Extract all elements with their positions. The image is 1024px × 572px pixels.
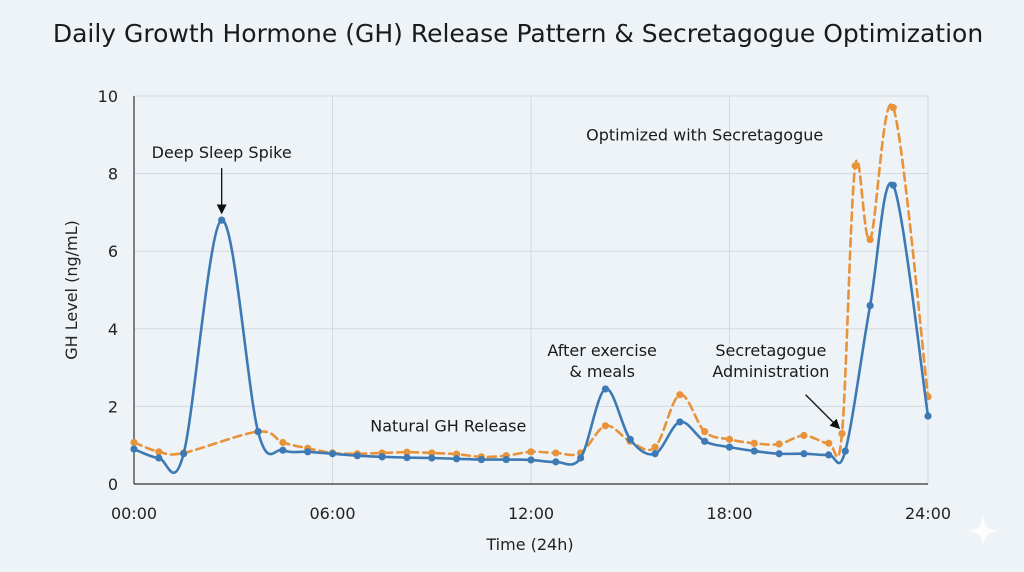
data-point <box>155 454 163 462</box>
chart-title: Daily Growth Hormone (GH) Release Patter… <box>53 19 983 48</box>
x-tick-label: 06:00 <box>309 504 355 523</box>
series-natural-gh-release <box>130 181 932 474</box>
data-point <box>254 428 262 436</box>
data-point <box>750 447 758 455</box>
data-point <box>502 455 510 464</box>
x-tick-label: 18:00 <box>706 504 752 523</box>
data-point <box>328 450 337 458</box>
x-tick-label: 24:00 <box>905 504 951 523</box>
y-tick-label: 4 <box>108 320 118 339</box>
y-tick-label: 2 <box>108 397 118 416</box>
tick-labels: 0 2 4 6 8 10 00:00 06:00 12:00 18:00 24:00 <box>98 87 951 523</box>
data-point <box>889 104 897 112</box>
data-point <box>527 448 535 456</box>
x-tick-label: 12:00 <box>508 504 554 523</box>
y-tick-label: 10 <box>98 87 118 106</box>
data-point <box>378 453 386 461</box>
data-point <box>155 448 163 456</box>
data-point <box>353 452 361 460</box>
data-point <box>866 301 874 310</box>
data-point <box>601 385 610 393</box>
data-point <box>841 447 849 455</box>
annotation: After exercise & meals <box>547 341 657 381</box>
data-point <box>800 450 808 458</box>
grid <box>133 95 929 485</box>
x-tick-label: 00:00 <box>111 504 157 523</box>
sparkle-icon <box>967 515 999 547</box>
annotations: Deep Sleep Spike Optimized with Secretago… <box>152 126 841 436</box>
annotation-text: Natural GH Release <box>370 417 526 436</box>
data-point <box>676 418 684 426</box>
data-point <box>403 448 411 456</box>
annotation: Secretagogue Administration <box>712 341 841 430</box>
series <box>130 103 932 474</box>
y-tick-label: 0 <box>108 475 118 494</box>
data-point <box>428 454 436 462</box>
data-point <box>601 422 610 430</box>
data-point <box>838 429 846 438</box>
data-point <box>800 431 808 440</box>
data-point <box>130 438 138 447</box>
data-point <box>428 449 436 457</box>
data-point <box>552 449 560 457</box>
annotation: Optimized with Secretagogue <box>586 126 823 145</box>
data-point <box>180 450 188 458</box>
data-point <box>552 458 560 466</box>
data-point <box>866 235 874 244</box>
data-point <box>577 454 585 462</box>
data-point <box>527 456 535 464</box>
data-point <box>218 216 226 224</box>
x-axis-label: Time (24h) <box>485 535 573 554</box>
data-point <box>725 435 734 443</box>
data-point <box>403 454 411 462</box>
data-point <box>626 435 634 443</box>
annotation-text: Optimized with Secretagogue <box>586 126 823 145</box>
data-point <box>825 451 833 459</box>
data-point <box>701 428 709 436</box>
data-point <box>889 181 897 189</box>
annotation-arrow <box>805 394 841 430</box>
data-point <box>825 439 833 447</box>
data-point <box>725 443 734 451</box>
data-point <box>750 439 758 447</box>
y-tick-label: 8 <box>108 165 118 184</box>
data-point <box>775 450 783 458</box>
data-point <box>651 443 659 451</box>
data-point <box>279 446 287 454</box>
data-point <box>701 437 709 445</box>
data-point <box>279 438 287 447</box>
annotation: Natural GH Release <box>370 417 526 436</box>
y-tick-label: 6 <box>108 242 118 261</box>
annotation-text: After exercise & meals <box>547 341 657 381</box>
data-point <box>775 440 783 448</box>
data-point <box>477 455 485 464</box>
annotation-text: Deep Sleep Spike <box>152 143 292 162</box>
data-point <box>130 445 138 453</box>
annotation-text: Secretagogue Administration <box>712 341 829 381</box>
data-point <box>676 391 684 399</box>
annotation: Deep Sleep Spike <box>152 143 292 215</box>
y-axis-label: GH Level (ng/mL) <box>62 220 81 360</box>
data-point <box>304 448 312 456</box>
data-point <box>924 412 932 420</box>
data-point <box>651 450 659 458</box>
axes <box>133 96 928 485</box>
data-point <box>452 455 461 463</box>
data-point <box>851 162 859 170</box>
